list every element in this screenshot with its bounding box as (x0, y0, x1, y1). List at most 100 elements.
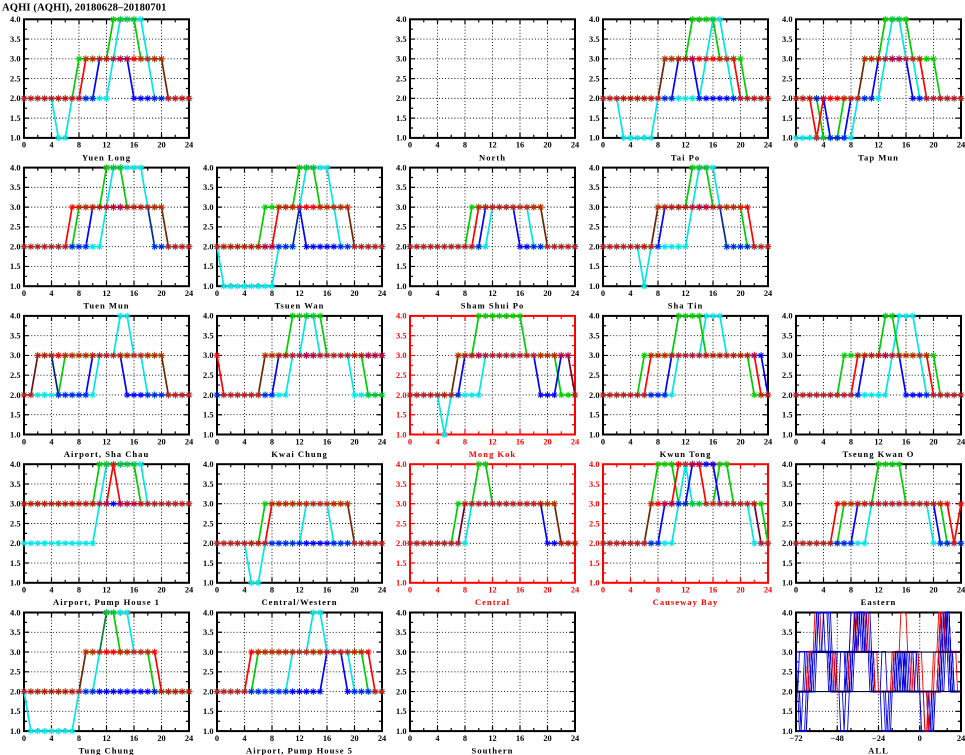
svg-text:2.5: 2.5 (396, 371, 406, 380)
svg-text:3.5: 3.5 (10, 183, 20, 192)
svg-text:12: 12 (102, 289, 110, 298)
svg-text:AQHI (AQHI), 20180628–20180701: AQHI (AQHI), 20180628–20180701 (2, 3, 167, 14)
svg-text:1.0: 1.0 (10, 727, 20, 736)
svg-text:4.0: 4.0 (396, 15, 406, 24)
svg-text:2.0: 2.0 (10, 242, 20, 251)
svg-text:16: 16 (323, 586, 331, 595)
svg-text:1.5: 1.5 (10, 411, 20, 420)
svg-text:8: 8 (77, 289, 81, 298)
svg-text:0: 0 (22, 586, 26, 595)
svg-text:16: 16 (709, 289, 717, 298)
svg-text:Tung Chung: Tung Chung (79, 746, 135, 755)
svg-text:16: 16 (323, 734, 331, 743)
svg-text:1.5: 1.5 (589, 559, 599, 568)
svg-text:4: 4 (242, 734, 247, 743)
svg-text:4.0: 4.0 (10, 163, 20, 172)
svg-text:4.0: 4.0 (396, 460, 406, 469)
svg-text:24: 24 (185, 289, 194, 298)
svg-text:3.0: 3.0 (589, 351, 599, 360)
svg-text:4: 4 (628, 586, 633, 595)
svg-text:1.5: 1.5 (589, 262, 599, 271)
svg-text:8: 8 (463, 437, 467, 446)
svg-text:20: 20 (736, 141, 744, 150)
svg-text:16: 16 (516, 141, 524, 150)
svg-text:3.0: 3.0 (10, 500, 20, 509)
svg-text:20: 20 (157, 586, 165, 595)
svg-text:1.5: 1.5 (782, 114, 792, 123)
svg-text:4.0: 4.0 (782, 15, 792, 24)
svg-text:Yuen Long: Yuen Long (82, 152, 131, 162)
svg-text:20: 20 (736, 289, 744, 298)
svg-text:1.5: 1.5 (396, 559, 406, 568)
svg-text:3.0: 3.0 (10, 55, 20, 64)
svg-text:1.0: 1.0 (782, 134, 792, 143)
svg-text:2.5: 2.5 (589, 519, 599, 528)
svg-text:2.0: 2.0 (396, 242, 406, 251)
svg-text:12: 12 (102, 141, 110, 150)
svg-text:3.0: 3.0 (203, 203, 213, 212)
svg-text:Sham Shui Po: Sham Shui Po (461, 301, 525, 311)
svg-text:3.0: 3.0 (396, 203, 406, 212)
svg-text:4: 4 (242, 437, 247, 446)
svg-text:0: 0 (22, 289, 26, 298)
svg-text:1.5: 1.5 (10, 707, 20, 716)
svg-text:12: 12 (488, 437, 496, 446)
svg-text:24: 24 (957, 734, 965, 743)
svg-text:12: 12 (681, 289, 689, 298)
svg-text:24: 24 (764, 586, 773, 595)
svg-text:4: 4 (435, 734, 440, 743)
svg-text:3.0: 3.0 (589, 500, 599, 509)
svg-text:2.0: 2.0 (203, 687, 213, 696)
svg-text:Tsuen Wan: Tsuen Wan (275, 301, 325, 311)
svg-text:24: 24 (185, 437, 194, 446)
svg-text:2.0: 2.0 (203, 539, 213, 548)
svg-text:1.0: 1.0 (10, 134, 20, 143)
svg-text:4: 4 (628, 437, 633, 446)
svg-text:20: 20 (350, 289, 358, 298)
svg-text:8: 8 (463, 141, 467, 150)
svg-text:8: 8 (270, 734, 274, 743)
svg-text:2.0: 2.0 (782, 539, 792, 548)
svg-text:1.5: 1.5 (782, 707, 792, 716)
svg-text:16: 16 (130, 141, 138, 150)
svg-text:16: 16 (516, 289, 524, 298)
svg-text:4: 4 (49, 586, 54, 595)
svg-text:8: 8 (77, 437, 81, 446)
svg-text:4: 4 (435, 437, 440, 446)
svg-text:20: 20 (929, 141, 937, 150)
svg-text:2.5: 2.5 (396, 223, 406, 232)
svg-text:0: 0 (215, 734, 219, 743)
svg-text:2.0: 2.0 (203, 391, 213, 400)
svg-text:4.0: 4.0 (203, 460, 213, 469)
svg-text:Central/Western: Central/Western (261, 597, 337, 607)
svg-text:0: 0 (22, 141, 26, 150)
svg-text:20: 20 (543, 734, 551, 743)
svg-text:Eastern: Eastern (861, 597, 897, 607)
svg-text:24: 24 (571, 586, 580, 595)
svg-text:4.0: 4.0 (782, 608, 792, 617)
svg-text:16: 16 (709, 586, 717, 595)
svg-text:16: 16 (902, 141, 910, 150)
svg-text:20: 20 (350, 734, 358, 743)
svg-text:8: 8 (656, 437, 660, 446)
svg-text:2.5: 2.5 (10, 668, 20, 677)
svg-text:16: 16 (516, 586, 524, 595)
svg-text:20: 20 (157, 289, 165, 298)
svg-text:12: 12 (681, 141, 689, 150)
svg-text:3.5: 3.5 (782, 628, 792, 637)
svg-text:1.0: 1.0 (782, 430, 792, 439)
svg-text:3.0: 3.0 (782, 500, 792, 509)
svg-text:1.0: 1.0 (782, 727, 792, 736)
svg-text:3.5: 3.5 (589, 35, 599, 44)
svg-text:8: 8 (270, 437, 274, 446)
svg-text:20: 20 (543, 586, 551, 595)
svg-text:12: 12 (102, 734, 110, 743)
svg-text:3.5: 3.5 (782, 480, 792, 489)
svg-text:2.5: 2.5 (782, 519, 792, 528)
svg-text:12: 12 (295, 586, 303, 595)
svg-text:Causeway Bay: Causeway Bay (653, 597, 719, 607)
svg-text:12: 12 (874, 141, 882, 150)
svg-text:2.0: 2.0 (396, 539, 406, 548)
svg-text:2.0: 2.0 (782, 687, 792, 696)
svg-text:2.0: 2.0 (203, 242, 213, 251)
